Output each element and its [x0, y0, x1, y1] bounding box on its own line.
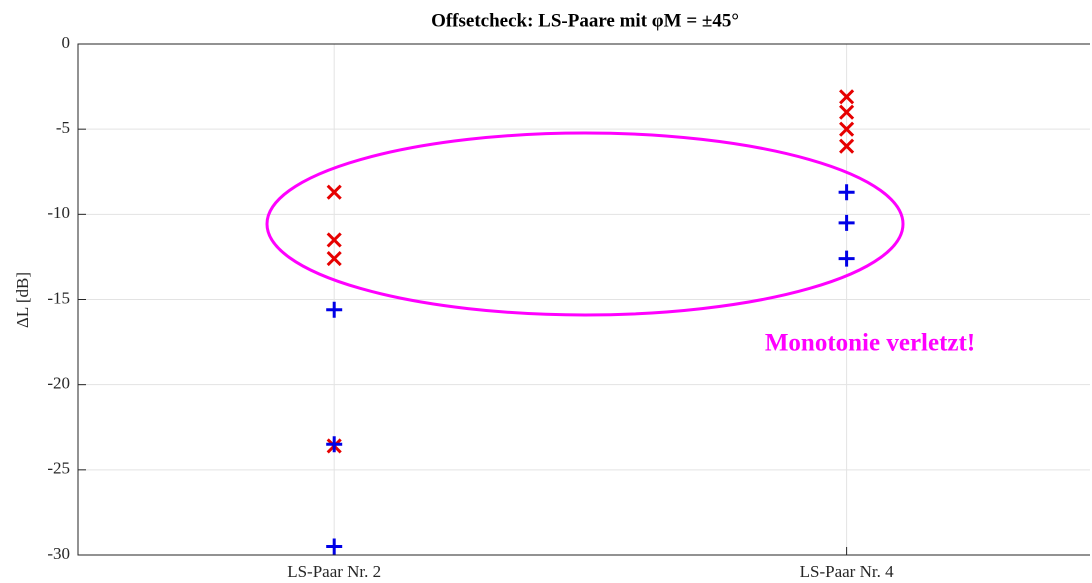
point [839, 138, 855, 154]
point [838, 250, 855, 267]
y-tick-label: -5 [56, 118, 70, 137]
y-tick-label: -15 [47, 288, 70, 307]
point [326, 301, 343, 318]
point [326, 436, 343, 453]
y-tick-label: -25 [47, 459, 70, 478]
y-tick-label: 0 [62, 33, 71, 52]
y-tick-label: -30 [47, 544, 70, 563]
point [839, 121, 855, 137]
y-tick-label: -20 [47, 374, 70, 393]
y-axis-label: ΔL [dB] [13, 272, 32, 328]
point [326, 251, 342, 267]
y-tick-label: -10 [47, 203, 70, 222]
x-tick-label: LS-Paar Nr. 2 [287, 562, 381, 581]
point [838, 214, 855, 231]
point [839, 104, 855, 120]
point [326, 538, 343, 555]
point [326, 184, 342, 200]
x-tick-label: LS-Paar Nr. 4 [800, 562, 894, 581]
point [838, 184, 855, 201]
annotation: Monotonie verletzt! [765, 330, 975, 357]
point [839, 89, 855, 105]
axis-frame [77, 43, 1090, 556]
chart-title: Offsetcheck: LS-Paare mit φM = ±45° [431, 10, 739, 31]
point [326, 232, 342, 248]
highlight-ellipse [265, 131, 905, 317]
